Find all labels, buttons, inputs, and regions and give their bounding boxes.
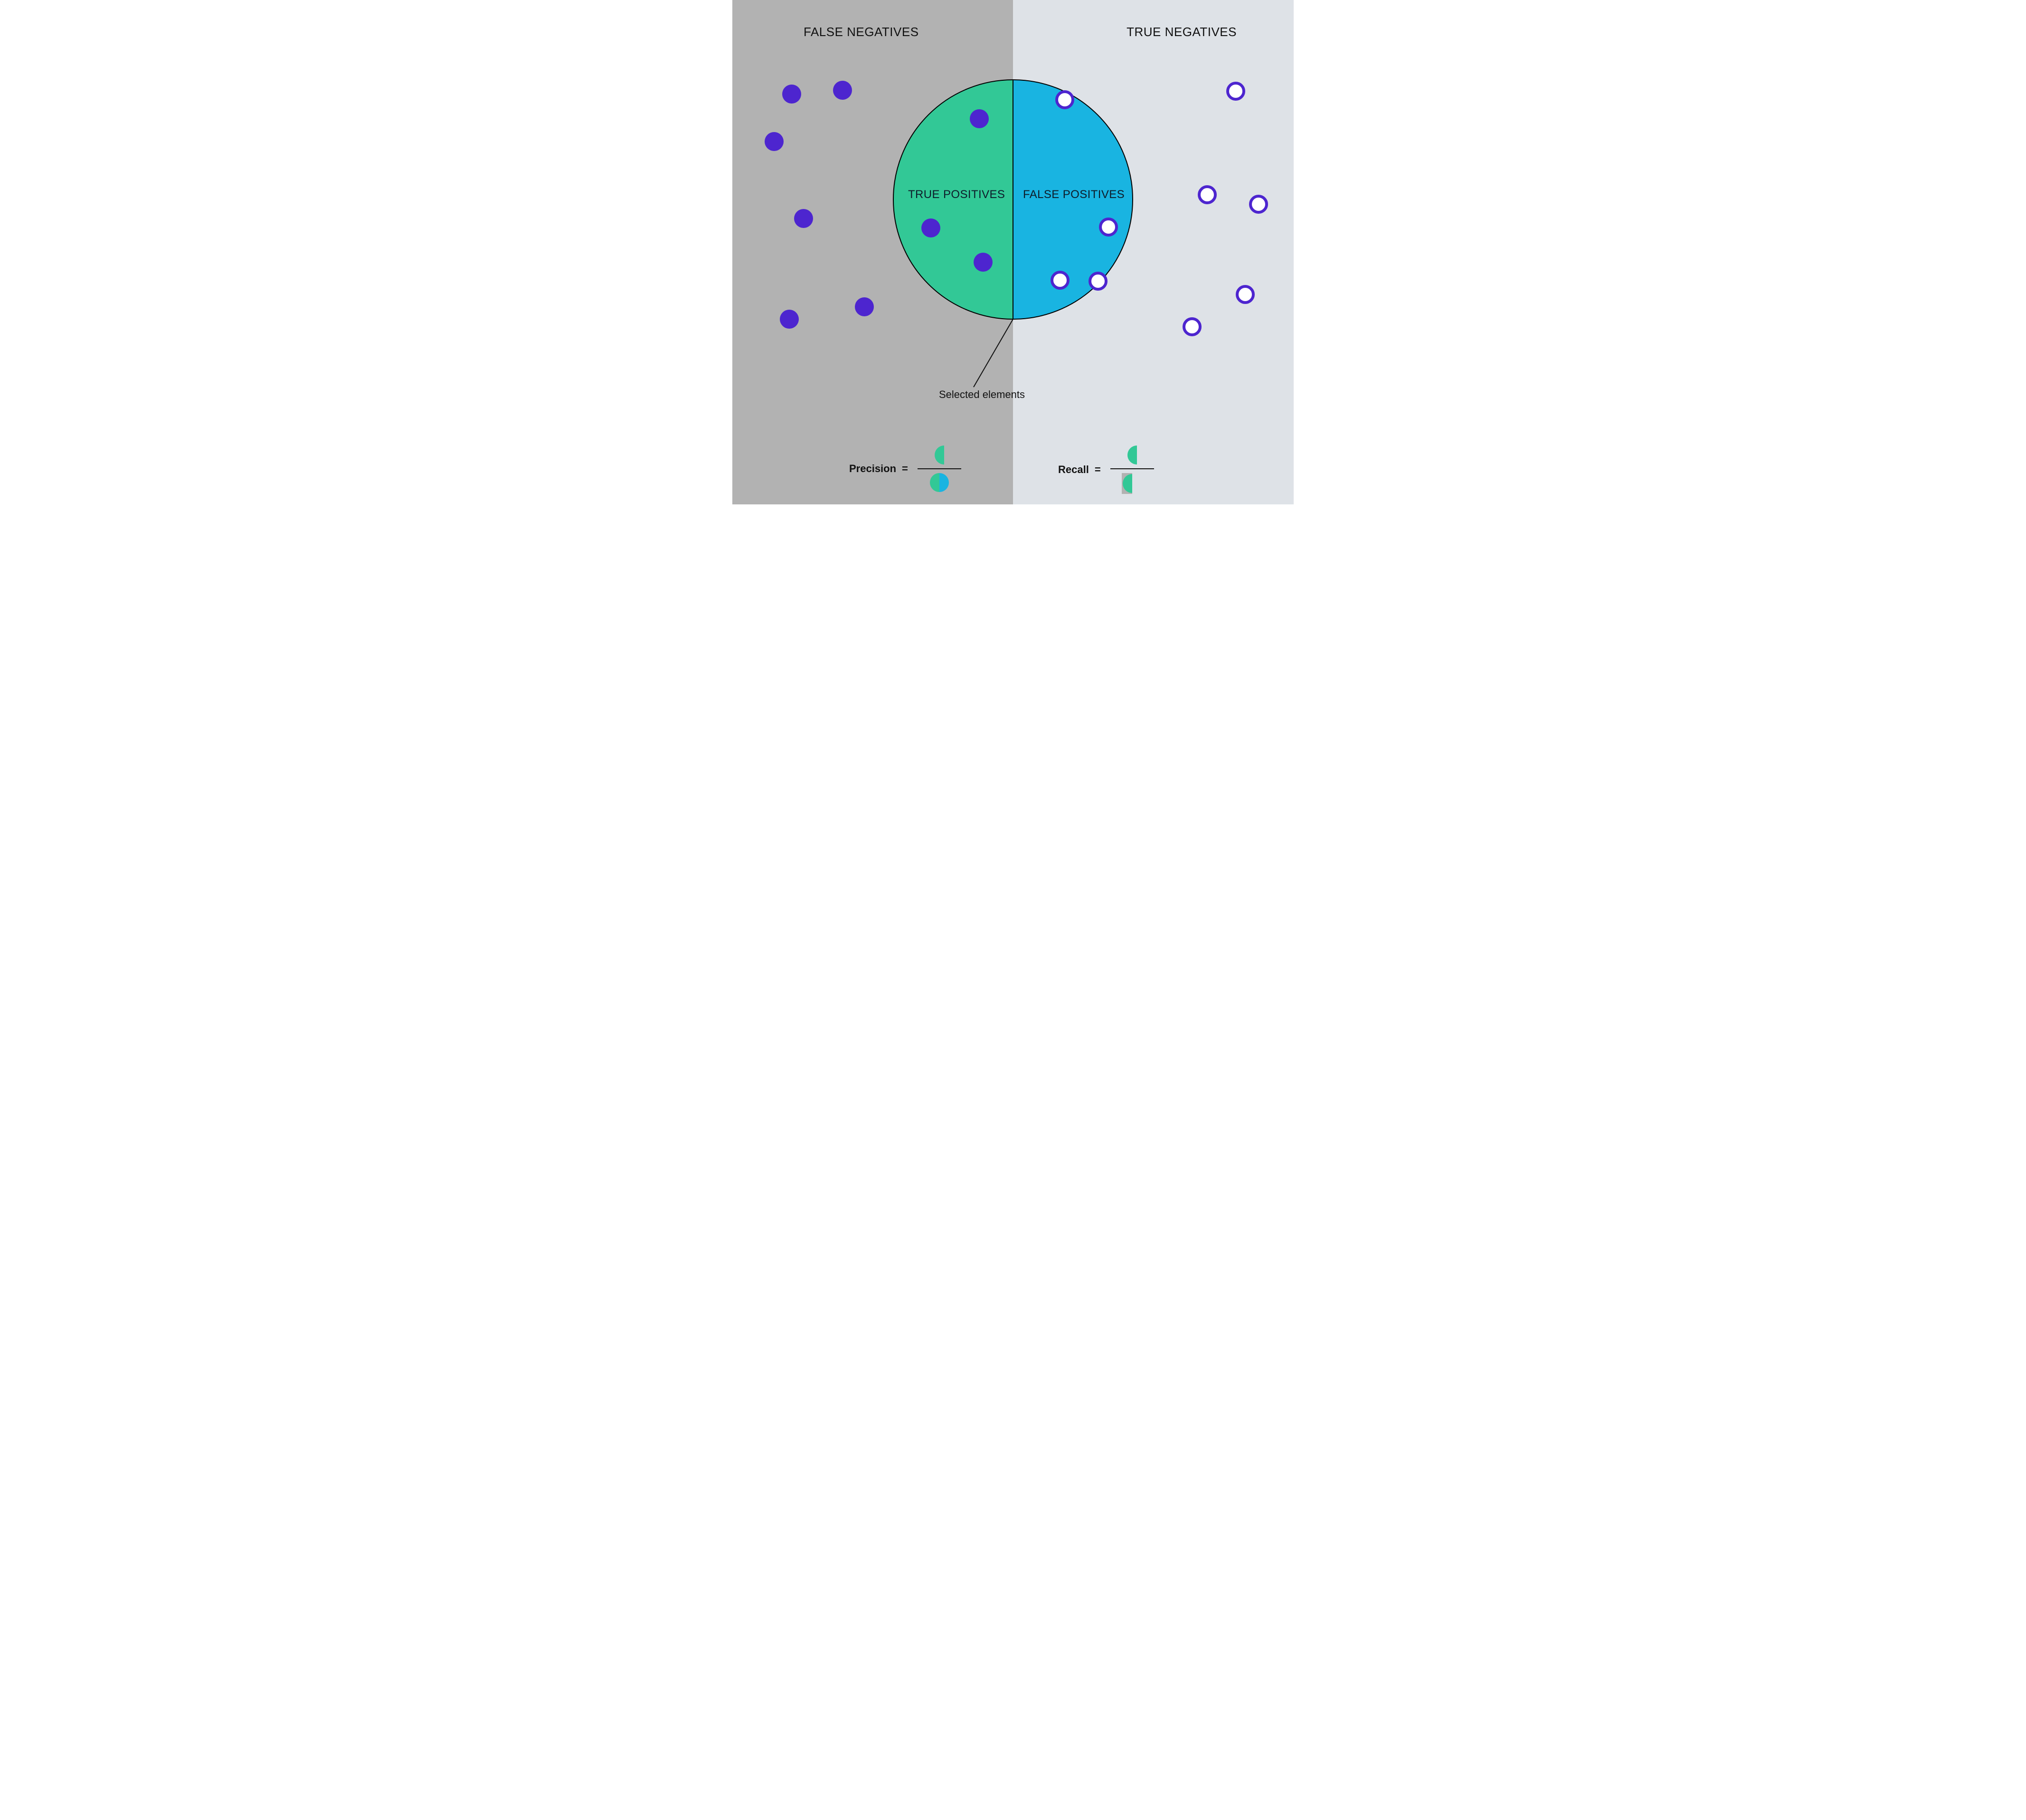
label-true-positives: TRUE POSITIVES bbox=[908, 188, 1003, 201]
precision-frac-line bbox=[918, 468, 961, 469]
precision-label: Precision bbox=[849, 463, 896, 475]
formula-recall: Recall = bbox=[1058, 445, 1154, 495]
selected-elements-caption: Selected elements bbox=[939, 389, 1025, 401]
dot-true-negative-3 bbox=[1236, 285, 1255, 304]
dot-true-negative-4 bbox=[1183, 317, 1202, 336]
dot-false-positive-2 bbox=[1051, 271, 1070, 290]
dot-true-negative-2 bbox=[1249, 195, 1268, 214]
dot-false-negative-1 bbox=[833, 81, 852, 100]
recall-numerator-icon bbox=[1127, 445, 1138, 465]
precision-equals: = bbox=[902, 463, 908, 475]
precision-fraction bbox=[918, 445, 961, 493]
precision-recall-diagram: FALSE NEGATIVES TRUE NEGATIVES TRUE POSI… bbox=[732, 0, 1294, 504]
formula-precision: Precision = bbox=[849, 445, 961, 493]
dot-false-negative-3 bbox=[794, 209, 813, 228]
dot-false-positive-3 bbox=[1089, 272, 1108, 291]
recall-equals: = bbox=[1095, 464, 1101, 476]
precision-numerator-icon bbox=[934, 445, 945, 465]
dot-false-negative-5 bbox=[855, 297, 874, 316]
recall-denominator-icon bbox=[1122, 472, 1143, 495]
dot-false-negative-4 bbox=[780, 310, 799, 329]
selected-elements-circle bbox=[732, 0, 1294, 504]
precision-denominator-icon bbox=[929, 472, 950, 493]
recall-frac-line bbox=[1110, 468, 1154, 469]
dot-false-positive-0 bbox=[1055, 90, 1074, 109]
dot-true-positive-2 bbox=[974, 253, 993, 272]
dot-true-positive-1 bbox=[921, 218, 940, 237]
dot-false-positive-1 bbox=[1099, 218, 1118, 237]
dot-true-negative-1 bbox=[1198, 185, 1217, 204]
dot-false-negative-2 bbox=[765, 132, 784, 151]
dot-false-negative-0 bbox=[782, 85, 801, 104]
recall-fraction bbox=[1110, 445, 1154, 495]
dot-true-positive-0 bbox=[970, 109, 989, 128]
recall-label: Recall bbox=[1058, 464, 1089, 476]
dot-true-negative-0 bbox=[1226, 82, 1245, 101]
label-false-positives: FALSE POSITIVES bbox=[1023, 188, 1123, 201]
